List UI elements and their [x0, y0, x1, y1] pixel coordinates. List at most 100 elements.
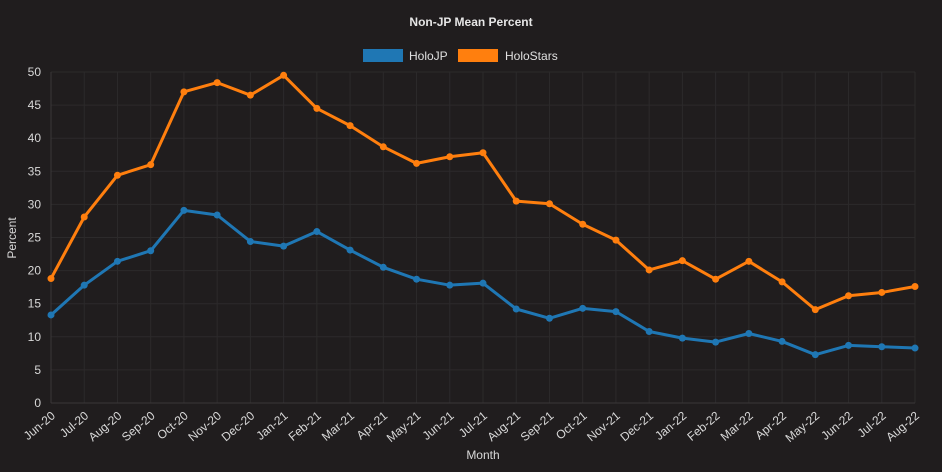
data-point-holojp [413, 275, 421, 283]
chart-title: Non-JP Mean Percent [409, 15, 532, 29]
y-tick-label: 35 [28, 164, 42, 178]
x-tick-label: Jun-22 [818, 408, 855, 443]
x-tick-label: Jun-21 [420, 408, 457, 443]
x-tick-label: Feb-21 [286, 408, 324, 443]
data-point-holostars [778, 278, 786, 286]
y-tick-label: 10 [28, 330, 42, 344]
data-point-holojp [512, 305, 520, 313]
data-point-holojp [80, 281, 88, 289]
series-holostars [47, 71, 919, 314]
y-tick-label: 25 [28, 231, 42, 245]
data-point-holojp [113, 257, 121, 265]
y-tick-label: 40 [28, 131, 42, 145]
legend-swatch [458, 49, 498, 62]
x-axis-title: Month [466, 448, 499, 462]
x-tick-label: Oct-21 [553, 408, 590, 442]
legend-item-holostars: HoloStars [458, 49, 558, 63]
data-point-holojp [845, 341, 853, 349]
data-point-holostars [579, 220, 587, 228]
data-point-holojp [911, 344, 919, 352]
x-tick-label: Feb-22 [684, 408, 722, 443]
data-point-holostars [845, 292, 853, 300]
data-point-holojp [645, 328, 653, 336]
y-tick-label: 50 [28, 65, 42, 79]
data-point-holostars [147, 161, 155, 169]
x-tick-label: Mar-21 [319, 408, 357, 443]
data-point-holostars [612, 236, 620, 244]
x-tick-label: Mar-22 [718, 408, 756, 443]
data-point-holostars [911, 282, 919, 290]
y-tick-label: 15 [28, 297, 42, 311]
x-tick-label: Jan-21 [253, 408, 290, 443]
data-point-holostars [346, 122, 354, 130]
data-point-holojp [778, 337, 786, 345]
data-point-holojp [147, 247, 155, 255]
data-point-holostars [811, 306, 819, 314]
data-point-holostars [180, 88, 188, 96]
series-layer [47, 71, 919, 359]
x-tick-label: Jan-22 [652, 408, 689, 443]
data-point-holostars [313, 104, 321, 112]
data-point-holostars [213, 79, 221, 87]
x-tick-label: Jun-20 [21, 408, 58, 443]
x-tick-label: Dec-20 [219, 408, 258, 444]
data-point-holostars [878, 288, 886, 296]
data-point-holostars [545, 200, 553, 208]
x-tick-label: Aug-21 [485, 408, 524, 444]
legend-item-holojp: HoloJP [363, 49, 448, 63]
x-tick-label: Sep-20 [119, 408, 158, 444]
data-point-holostars [645, 266, 653, 274]
legend-swatch [363, 49, 403, 62]
data-point-holojp [545, 314, 553, 322]
data-point-holostars [712, 275, 720, 283]
x-tick-label: Nov-21 [584, 408, 623, 444]
data-point-holostars [246, 91, 254, 99]
x-tick-label: Apr-21 [354, 408, 391, 442]
data-point-holojp [579, 304, 587, 312]
x-tick-label: Sep-21 [518, 408, 557, 444]
x-tick-label: Oct-20 [154, 408, 191, 442]
data-point-holostars [80, 213, 88, 221]
legend-label: HoloStars [505, 49, 558, 63]
data-point-holojp [280, 242, 288, 250]
grid [50, 71, 916, 404]
series-holojp [47, 206, 919, 359]
data-point-holostars [47, 275, 55, 283]
data-point-holojp [246, 237, 254, 245]
data-point-holostars [678, 257, 686, 265]
x-tick-label: Apr-22 [752, 408, 789, 442]
data-point-holojp [712, 338, 720, 346]
legend-label: HoloJP [409, 49, 448, 63]
y-tick-label: 45 [28, 98, 42, 112]
data-point-holojp [878, 343, 886, 351]
data-point-holostars [479, 149, 487, 157]
data-point-holojp [47, 311, 55, 319]
y-tick-label: 30 [28, 197, 42, 211]
data-point-holostars [413, 159, 421, 167]
data-point-holostars [113, 171, 121, 179]
y-tick-label: 5 [34, 363, 41, 377]
data-point-holojp [313, 228, 321, 236]
y-tick-label: 20 [28, 264, 42, 278]
x-tick-label: May-21 [384, 408, 424, 445]
data-point-holostars [379, 143, 387, 151]
y-axis-title: Percent [5, 217, 19, 259]
x-tick-label: Dec-21 [617, 408, 656, 444]
data-point-holostars [745, 257, 753, 265]
data-point-holojp [346, 246, 354, 254]
data-point-holojp [612, 308, 620, 316]
data-point-holojp [379, 263, 387, 271]
x-tick-label: Aug-20 [86, 408, 125, 444]
x-tick-label: Nov-20 [185, 408, 224, 444]
data-point-holojp [678, 334, 686, 342]
x-tick-label: Aug-22 [883, 408, 922, 444]
data-point-holostars [512, 197, 520, 205]
data-point-holojp [811, 351, 819, 359]
data-point-holojp [180, 206, 188, 214]
x-tick-label: May-22 [783, 408, 823, 445]
y-tick-label: 0 [34, 396, 41, 410]
data-point-holojp [213, 211, 221, 219]
data-point-holojp [479, 279, 487, 287]
